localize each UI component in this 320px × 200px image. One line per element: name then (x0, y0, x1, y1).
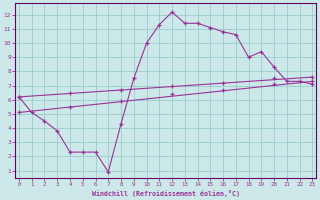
X-axis label: Windchill (Refroidissement éolien,°C): Windchill (Refroidissement éolien,°C) (92, 190, 240, 197)
